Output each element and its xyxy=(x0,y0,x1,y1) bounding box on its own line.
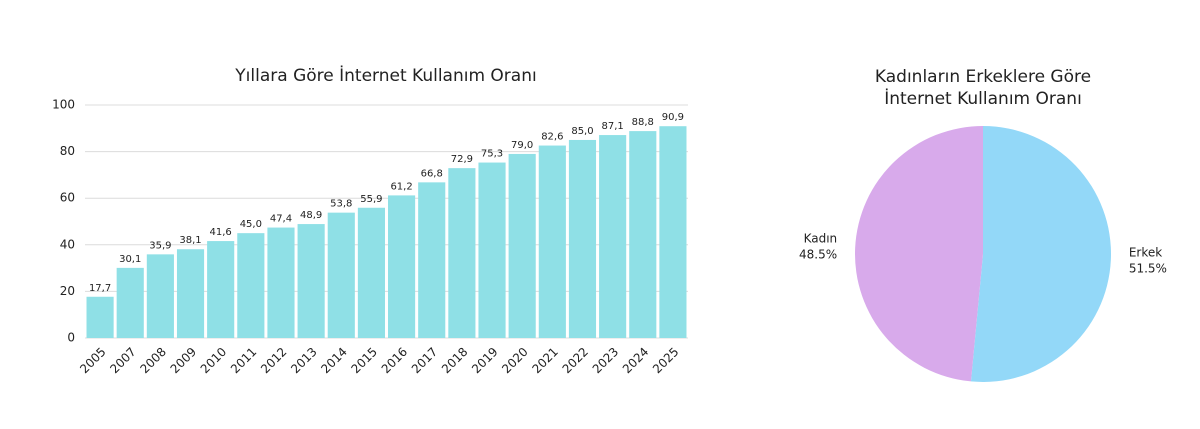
bar xyxy=(267,227,295,338)
x-tick-label: 2024 xyxy=(620,345,651,376)
data-label: 85,0 xyxy=(571,126,593,137)
y-tick-label: 40 xyxy=(60,237,75,251)
x-tick-label: 2023 xyxy=(590,345,621,376)
data-label: 30,1 xyxy=(119,254,141,265)
data-label: 35,9 xyxy=(149,240,171,251)
bar xyxy=(357,207,385,338)
x-tick-label: 2010 xyxy=(198,345,229,376)
slice-label: Kadın xyxy=(804,232,838,246)
pie-slice xyxy=(970,126,1111,382)
x-tick-label: 2011 xyxy=(228,345,259,376)
data-label: 88,8 xyxy=(632,117,654,128)
data-label: 90,9 xyxy=(662,112,684,123)
x-tick-label: 2005 xyxy=(77,345,108,376)
y-tick-label: 20 xyxy=(60,284,75,298)
data-label: 87,1 xyxy=(601,121,623,132)
x-tick-label: 2025 xyxy=(650,345,681,376)
x-tick-label: 2022 xyxy=(560,345,591,376)
data-label: 48,9 xyxy=(300,210,322,221)
data-label: 41,6 xyxy=(210,227,232,238)
x-tick-label: 2009 xyxy=(168,345,199,376)
chart-title: Yıllara Göre İnternet Kullanım Oranı xyxy=(234,65,536,86)
y-tick-label: 60 xyxy=(60,191,75,205)
bar xyxy=(327,212,355,338)
data-label: 47,4 xyxy=(270,214,292,225)
x-tick-label: 2017 xyxy=(409,345,440,376)
bar xyxy=(116,267,144,338)
slice-value: 48.5% xyxy=(799,248,837,262)
data-label: 53,8 xyxy=(330,199,352,210)
bar xyxy=(86,296,114,338)
data-label: 17,7 xyxy=(89,283,111,294)
slice-label: Erkek xyxy=(1129,245,1162,259)
bar xyxy=(146,254,174,338)
bar xyxy=(237,233,265,338)
bar xyxy=(478,162,506,338)
data-label: 61,2 xyxy=(390,181,412,192)
bar xyxy=(176,249,205,338)
bar xyxy=(388,195,416,338)
x-tick-label: 2008 xyxy=(137,345,168,376)
x-tick-label: 2015 xyxy=(349,345,380,376)
x-tick-label: 2019 xyxy=(469,345,500,376)
data-label: 75,3 xyxy=(481,149,503,160)
x-tick-label: 2021 xyxy=(529,345,560,376)
data-label: 38,1 xyxy=(179,235,201,246)
slice-value: 51.5% xyxy=(1129,261,1167,275)
x-tick-label: 2016 xyxy=(379,345,410,376)
bar xyxy=(448,168,476,338)
data-label: 45,0 xyxy=(240,219,262,230)
bar xyxy=(508,153,536,338)
bar xyxy=(568,139,597,338)
y-tick-label: 80 xyxy=(60,144,75,158)
data-label: 79,0 xyxy=(511,140,533,151)
bar xyxy=(629,131,657,338)
bar xyxy=(207,241,235,338)
x-tick-label: 2012 xyxy=(258,345,289,376)
bar xyxy=(538,145,566,338)
x-tick-label: 2007 xyxy=(107,345,138,376)
bar xyxy=(599,135,627,338)
y-tick-label: 100 xyxy=(52,98,75,112)
bar xyxy=(297,224,325,338)
chart-title: Kadınların Erkeklere Göre İnternet Kulla… xyxy=(874,67,1092,109)
data-label: 82,6 xyxy=(541,132,563,143)
x-tick-label: 2013 xyxy=(288,345,319,376)
pie-slice xyxy=(854,126,983,382)
data-label: 72,9 xyxy=(451,154,473,165)
x-tick-label: 2014 xyxy=(318,345,349,376)
bar xyxy=(659,126,687,338)
bar xyxy=(418,182,446,338)
y-tick-label: 0 xyxy=(67,331,75,345)
data-label: 55,9 xyxy=(360,194,382,205)
data-label: 66,8 xyxy=(421,168,443,179)
x-tick-label: 2018 xyxy=(439,345,470,376)
x-tick-label: 2020 xyxy=(499,345,530,376)
